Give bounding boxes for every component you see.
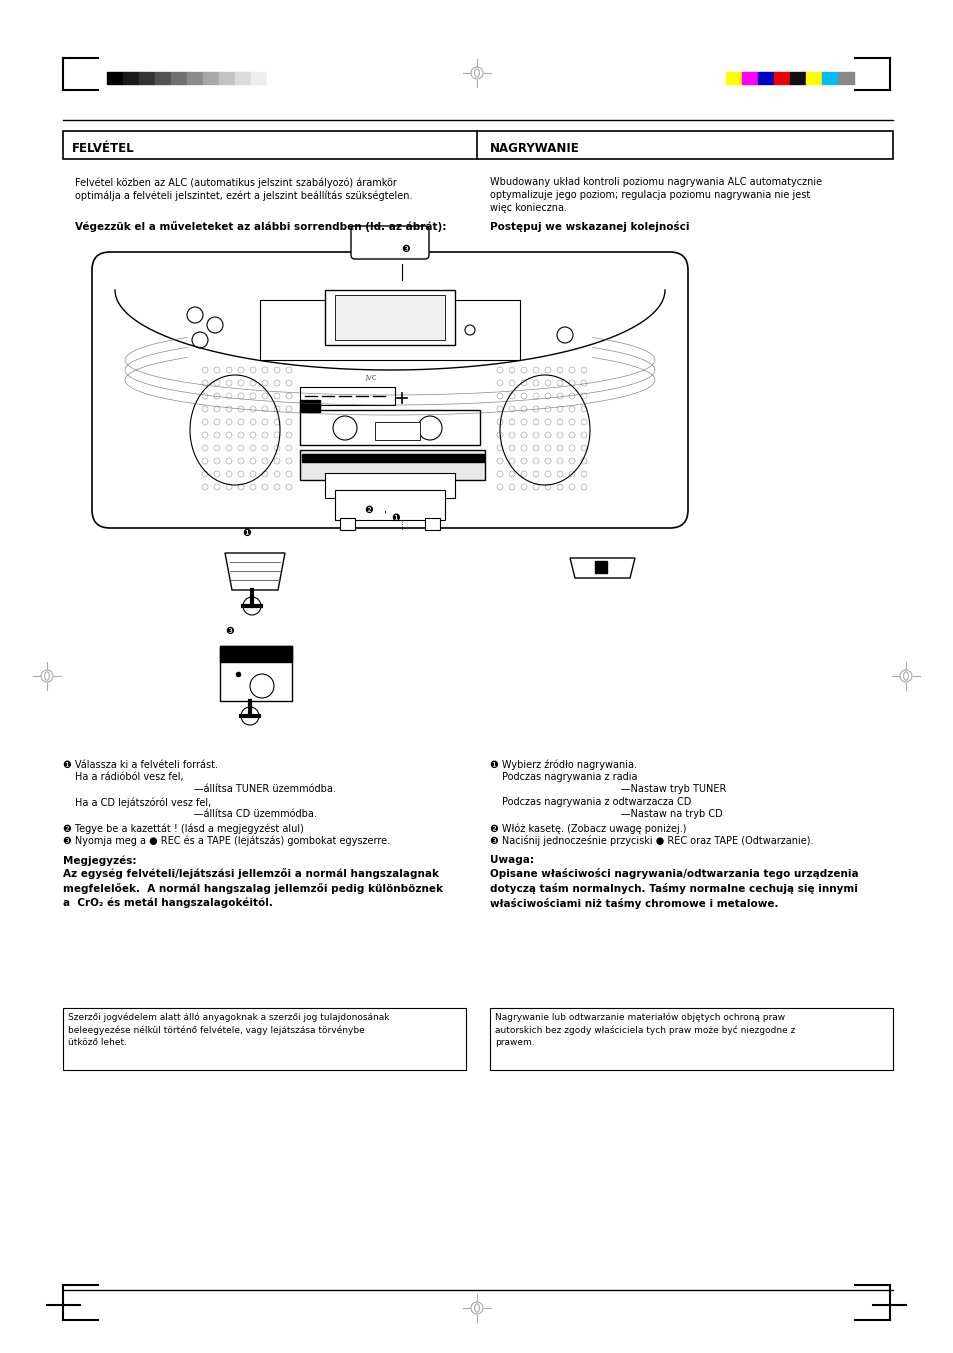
- Text: Podczas nagrywania z odtwarzacza CD: Podczas nagrywania z odtwarzacza CD: [501, 797, 691, 806]
- Bar: [424, 518, 439, 530]
- Text: ❶ Wybierz źródło nagrywania.: ❶ Wybierz źródło nagrywania.: [490, 760, 637, 770]
- Bar: [220, 645, 292, 701]
- Bar: [139, 72, 154, 84]
- Bar: [299, 387, 395, 405]
- Circle shape: [464, 325, 475, 336]
- Bar: [234, 72, 251, 84]
- Bar: [154, 72, 171, 84]
- Text: Nagrywanie lub odtwarzanie materiałów objętych ochroną praw
autorskich bez zgody: Nagrywanie lub odtwarzanie materiałów ob…: [495, 1013, 795, 1047]
- Bar: [203, 72, 219, 84]
- Bar: [741, 72, 758, 84]
- Bar: [821, 72, 837, 84]
- Text: Postępuj we wskazanej kolejności: Postępuj we wskazanej kolejności: [490, 221, 689, 231]
- Text: Az egység felvételi/lejátszási jellemzői a normál hangszalagnak
megfelelőek.  A : Az egység felvételi/lejátszási jellemzői…: [63, 869, 442, 908]
- Bar: [299, 451, 484, 480]
- Text: Podczas nagrywania z radia: Podczas nagrywania z radia: [501, 773, 637, 782]
- Bar: [335, 295, 444, 340]
- FancyBboxPatch shape: [91, 252, 687, 528]
- Text: ❷ Tegye be a kazettát ! (lásd a megjegyzést alul): ❷ Tegye be a kazettát ! (lásd a megjegyz…: [63, 823, 304, 833]
- Circle shape: [243, 597, 261, 616]
- Bar: [251, 72, 267, 84]
- Circle shape: [333, 415, 356, 440]
- Polygon shape: [569, 557, 635, 578]
- Text: —állítsa TUNER üzemmódba.: —állítsa TUNER üzemmódba.: [75, 783, 335, 794]
- Text: FELVÉTEL: FELVÉTEL: [71, 142, 134, 156]
- Text: ❷: ❷: [364, 505, 373, 515]
- Circle shape: [207, 317, 223, 333]
- Bar: [171, 72, 187, 84]
- FancyBboxPatch shape: [351, 226, 429, 258]
- Text: Opisane właściwości nagrywania/odtwarzania tego urządzenia
dotyczą taśm normalny: Opisane właściwości nagrywania/odtwarzan…: [490, 869, 858, 909]
- Bar: [490, 1008, 892, 1070]
- Text: Ha a rádióból vesz fel,: Ha a rádióból vesz fel,: [75, 773, 183, 782]
- Bar: [299, 410, 479, 445]
- Bar: [123, 72, 139, 84]
- Text: ❸: ❸: [400, 244, 410, 254]
- Bar: [339, 518, 355, 530]
- Text: —Nastaw na tryb CD: —Nastaw na tryb CD: [501, 809, 722, 819]
- Bar: [63, 131, 892, 160]
- Circle shape: [241, 708, 258, 725]
- Bar: [805, 72, 821, 84]
- Bar: [325, 474, 455, 498]
- Text: NAGRYWANIE: NAGRYWANIE: [490, 142, 579, 156]
- Bar: [219, 72, 234, 84]
- Bar: [773, 72, 789, 84]
- Text: ❸: ❸: [225, 626, 233, 636]
- Bar: [595, 561, 606, 574]
- Text: ❸ Nyomja meg a ● REC és a TAPE (lejátszás) gombokat egyszerre.: ❸ Nyomja meg a ● REC és a TAPE (lejátszá…: [63, 835, 390, 846]
- Bar: [837, 72, 853, 84]
- Bar: [758, 72, 773, 84]
- Circle shape: [250, 674, 274, 698]
- Bar: [220, 645, 292, 662]
- Text: ❸ Naciśnij jednocześnie przyciski ● REC oraz TAPE (Odtwarzanie).: ❸ Naciśnij jednocześnie przyciski ● REC …: [490, 835, 813, 846]
- Text: Ha a CD lejátszóról vesz fel,: Ha a CD lejátszóról vesz fel,: [75, 797, 211, 808]
- Text: ❶ Válassza ki a felvételi forrást.: ❶ Válassza ki a felvételi forrást.: [63, 760, 218, 770]
- Polygon shape: [225, 553, 285, 590]
- Text: Uwaga:: Uwaga:: [490, 855, 534, 865]
- Bar: [267, 72, 283, 84]
- Circle shape: [417, 415, 441, 440]
- Bar: [789, 72, 805, 84]
- Text: JVC: JVC: [365, 375, 376, 382]
- Text: Végezzük el a műveleteket az alábbi sorrendben (ld. az ábrát):: Végezzük el a műveleteket az alábbi sorr…: [75, 221, 446, 231]
- Text: Megjegyzés:: Megjegyzés:: [63, 855, 136, 866]
- Bar: [187, 72, 203, 84]
- Bar: [335, 490, 444, 520]
- Bar: [375, 422, 419, 440]
- Bar: [325, 290, 455, 345]
- Bar: [63, 1008, 465, 1070]
- Circle shape: [187, 307, 203, 323]
- Bar: [725, 72, 741, 84]
- Text: Szerzői jogvédelem alatt álló anyagoknak a szerzői jog tulajdonosának
beleegyezé: Szerzői jogvédelem alatt álló anyagoknak…: [68, 1013, 389, 1047]
- Text: —Nastaw tryb TUNER: —Nastaw tryb TUNER: [501, 783, 725, 794]
- Text: ❶: ❶: [391, 513, 399, 524]
- Text: —állítsa CD üzemmódba.: —állítsa CD üzemmódba.: [75, 809, 316, 819]
- Text: ❶: ❶: [242, 528, 251, 538]
- Text: Felvétel közben az ALC (automatikus jelszint szabályozó) áramkör
optimálja a fel: Felvétel közben az ALC (automatikus jels…: [75, 177, 412, 202]
- Bar: [299, 400, 319, 413]
- Circle shape: [557, 327, 573, 344]
- Circle shape: [192, 331, 208, 348]
- Text: Wbudowany układ kontroli poziomu nagrywania ALC automatycznie
optymalizuje jego : Wbudowany układ kontroli poziomu nagrywa…: [490, 177, 821, 212]
- Text: ❷ Włóż kasetę. (Zobacz uwagę poniżej.): ❷ Włóż kasetę. (Zobacz uwagę poniżej.): [490, 823, 686, 833]
- Bar: [302, 455, 483, 461]
- Bar: [107, 72, 123, 84]
- Bar: [260, 300, 519, 360]
